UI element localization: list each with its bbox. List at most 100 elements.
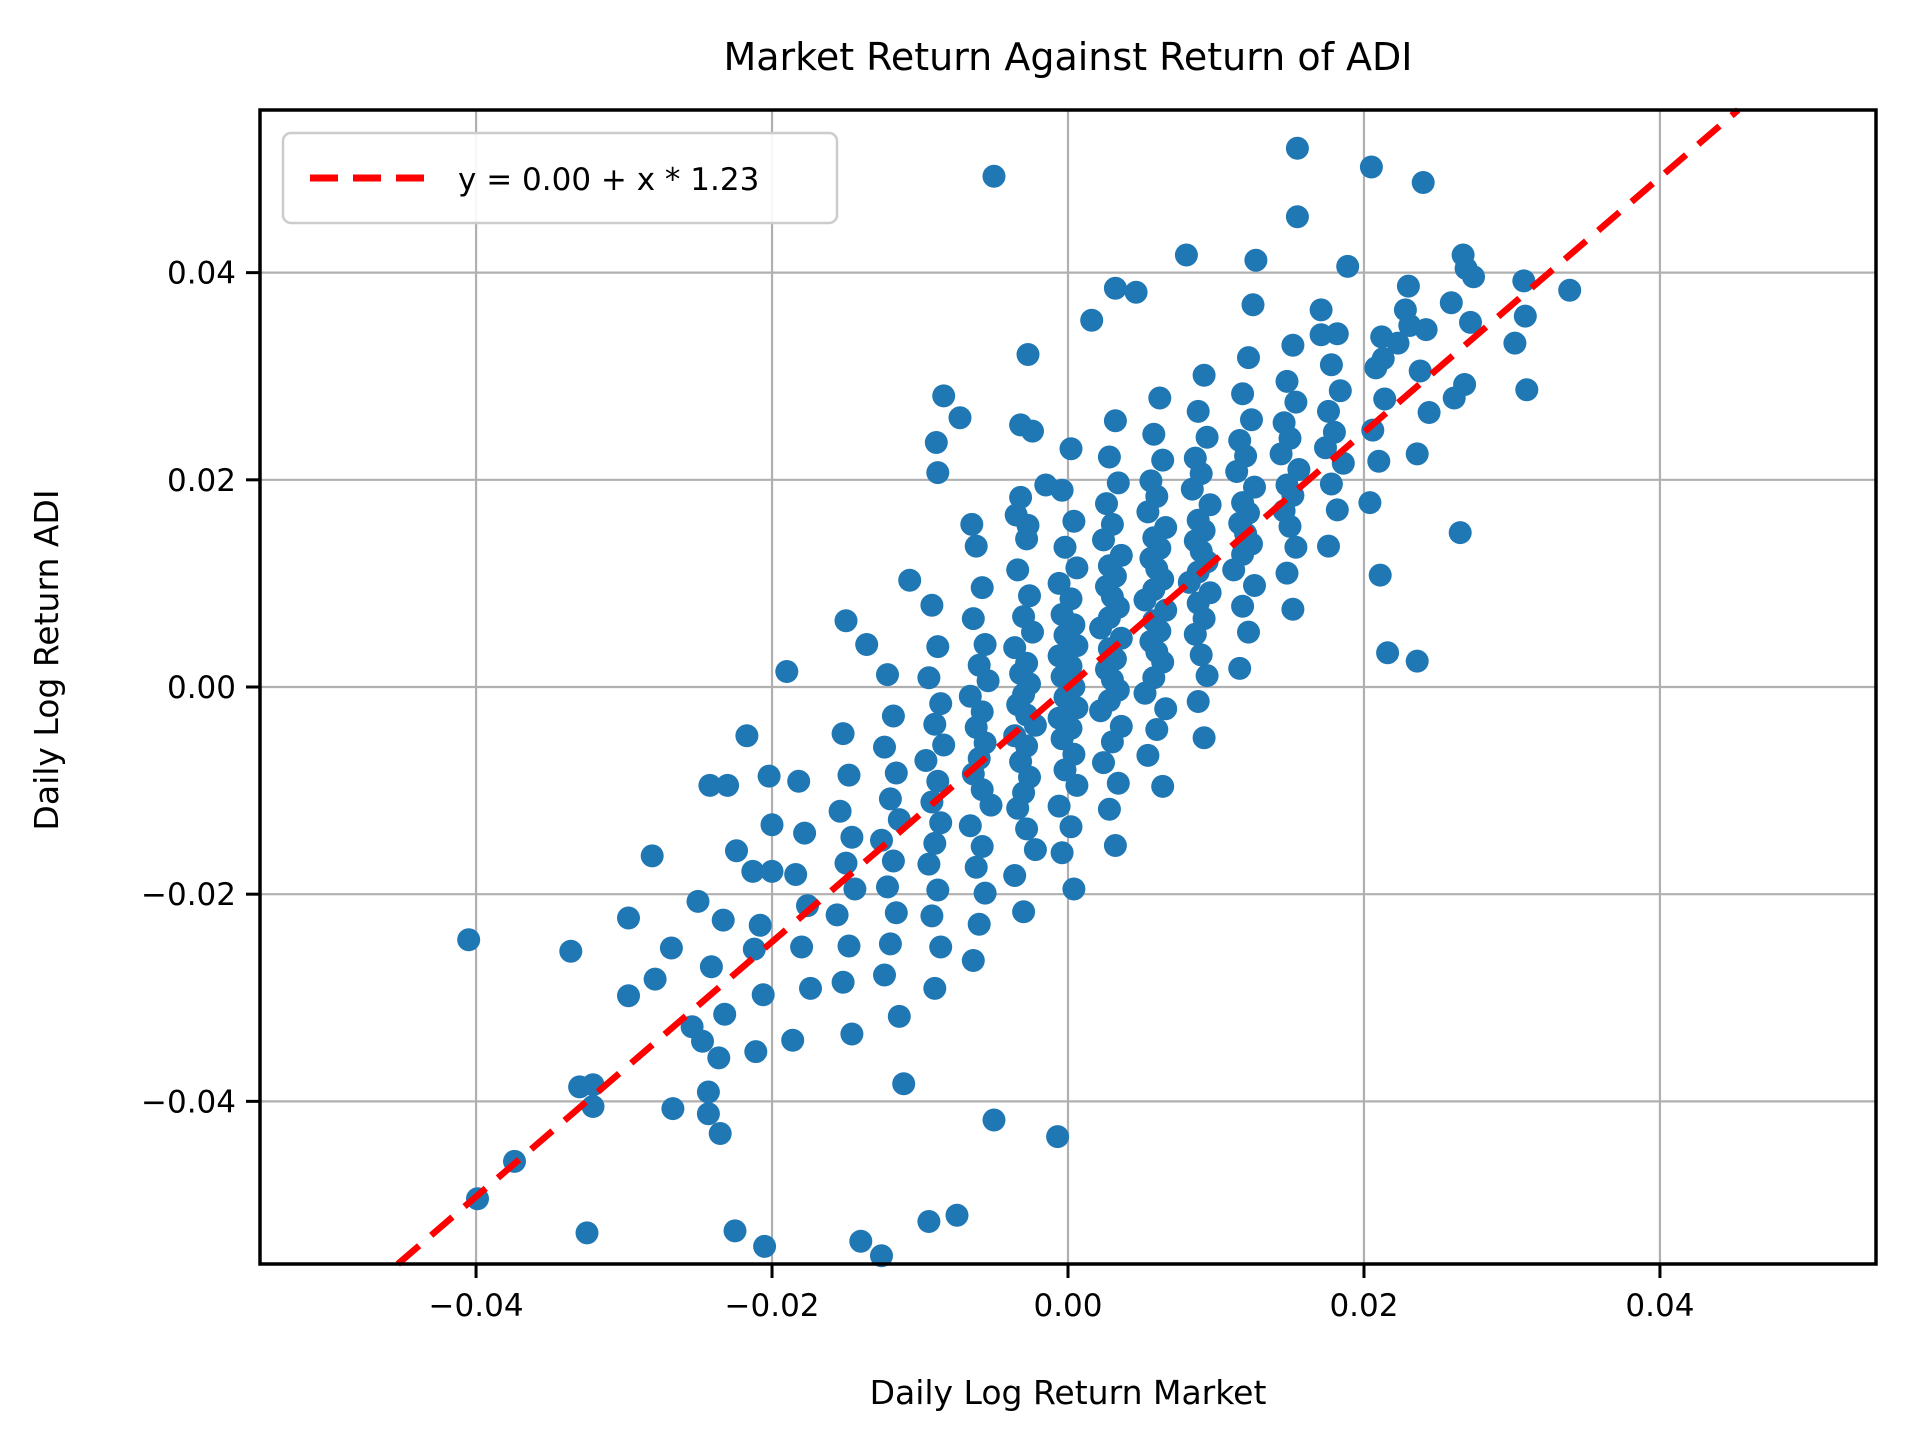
scatter-point [1405, 649, 1429, 673]
scatter-point [825, 903, 849, 927]
scatter-point [1095, 492, 1118, 516]
scatter-point [1183, 622, 1207, 646]
chart-title: Market Return Against Return of ADI [723, 35, 1412, 79]
scatter-point [1003, 864, 1027, 887]
scatter-point [723, 1219, 747, 1243]
scatter-point [1023, 838, 1047, 862]
scatter-point [1192, 726, 1216, 750]
scatter-point [926, 878, 950, 902]
scatter-point [1284, 390, 1308, 414]
scatter-point [744, 1040, 768, 1064]
axis-ticks: −0.04 −0.02 0.00 0.02 0.04 −0.04 −0.02 0.00 0.02… [141, 256, 1694, 1324]
scatter-point [1243, 475, 1266, 499]
regression-line [395, 107, 1741, 1267]
y-tick-label: −0.04 [141, 1084, 236, 1120]
scatter-point [1018, 584, 1041, 608]
scatter-point [1006, 796, 1030, 820]
scatter-point [1154, 697, 1178, 721]
scatter-point [929, 692, 953, 716]
scatter-point [1373, 387, 1397, 411]
scatter-point [1053, 535, 1077, 559]
scatter-point [1059, 815, 1083, 839]
scatter-point [1103, 409, 1127, 433]
scatter-point [932, 384, 956, 408]
scatter-point [1050, 841, 1074, 865]
scatter-point [760, 859, 784, 883]
scatter-point [926, 635, 950, 659]
scatter-point [659, 936, 683, 960]
scatter-point [1411, 171, 1435, 194]
scatter-point [923, 712, 947, 736]
scatter-point [793, 821, 817, 845]
scatter-point [1325, 322, 1349, 346]
scatter-point [929, 935, 953, 959]
scatter-point [1368, 563, 1392, 587]
scatter-point [1065, 634, 1089, 658]
scatter-point [1237, 620, 1260, 644]
scatter-point [873, 963, 896, 987]
scatter-point [661, 1097, 685, 1121]
scatter-point [837, 934, 861, 958]
scatter-point [837, 763, 861, 787]
scatter-points [457, 136, 1582, 1268]
scatter-point [1089, 616, 1113, 640]
scatter-point [1195, 664, 1219, 688]
scatter-point [914, 749, 938, 772]
scatter-point [1285, 136, 1309, 160]
scatter-point [828, 799, 852, 823]
scatter-point [855, 633, 879, 656]
scatter-point [1367, 449, 1391, 473]
scatter-point [643, 967, 667, 991]
scatter-point [923, 831, 947, 855]
scatter-point [831, 722, 855, 746]
scatter-point [1151, 448, 1175, 472]
scatter-point [979, 793, 1003, 817]
scatter-point [796, 894, 819, 918]
scatter-point [1336, 254, 1360, 278]
scatter-point [1281, 333, 1305, 357]
scatter-point [1241, 293, 1265, 317]
scatter-point [1314, 436, 1337, 460]
scatter-point [1047, 794, 1071, 818]
scatter-point [929, 811, 953, 835]
scatter-point [716, 773, 740, 797]
scatter-point [926, 461, 950, 485]
scatter-point [1361, 418, 1385, 442]
scatter-point [831, 970, 855, 994]
scatter-point [1459, 310, 1482, 334]
scatter-point [1319, 472, 1343, 496]
scatter-point [834, 851, 858, 875]
y-tick-label: 0.04 [167, 256, 236, 292]
scatter-point [964, 855, 988, 879]
scatter-point [964, 534, 988, 558]
x-tick-label: −0.02 [725, 1288, 820, 1324]
scatter-point [1328, 379, 1352, 403]
scatter-point [1016, 343, 1040, 366]
scatter-point [559, 939, 583, 963]
scatter-point [457, 928, 481, 952]
scatter-point [1021, 419, 1044, 443]
scatter-point [1097, 445, 1121, 469]
scatter-point [1515, 378, 1539, 402]
scatter-point [967, 912, 991, 936]
scatter-point [1359, 155, 1383, 179]
scatter-point [1405, 442, 1429, 466]
scatter-point [958, 814, 982, 838]
scatter-point [917, 666, 941, 690]
scatter-point [1053, 758, 1077, 782]
scatter-point [1198, 493, 1222, 517]
scatter-point [917, 1210, 941, 1233]
y-tick-label: 0.00 [167, 670, 236, 706]
x-tick-label: 0.04 [1625, 1288, 1694, 1324]
scatter-point [878, 787, 902, 811]
scatter-point [924, 431, 948, 454]
scatter-point [713, 1002, 737, 1026]
scatter-point [881, 849, 905, 873]
scatter-point [960, 512, 984, 536]
scatter-point [1243, 574, 1266, 597]
y-tick-label: 0.02 [167, 463, 236, 499]
scatter-point [1059, 437, 1083, 461]
scatter-point [787, 769, 811, 793]
scatter-point [1062, 877, 1086, 901]
